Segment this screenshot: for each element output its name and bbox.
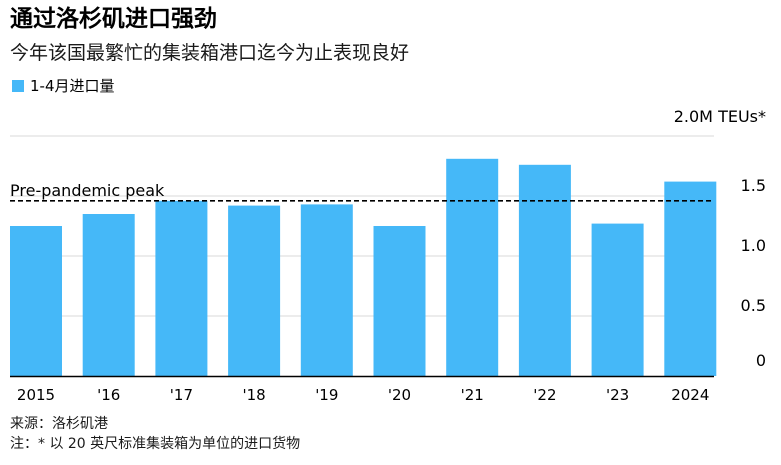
- x-tick-label: 2015: [17, 386, 55, 404]
- source-note: 来源：洛杉矶港: [10, 416, 108, 432]
- bar: [82, 214, 135, 376]
- y-tick-label: 1.5: [741, 176, 766, 195]
- bar: [228, 205, 281, 376]
- x-tick-label: '21: [461, 386, 484, 404]
- bar: [664, 181, 717, 376]
- footnote: 注：* 以 20 英尺标准集装箱为单位的进口货物: [10, 436, 301, 452]
- x-tick-label: '16: [97, 386, 120, 404]
- x-tick-label: '17: [170, 386, 193, 404]
- y-tick-label: 2.0M TEUs*: [674, 107, 766, 126]
- chart-subtitle: 今年该国最繁忙的集装箱港口迄今为止表现良好: [10, 42, 410, 64]
- reference-line-label: Pre-pandemic peak: [10, 181, 165, 200]
- x-tick-label: '18: [242, 386, 265, 404]
- legend: 1-4月进口量: [12, 76, 115, 96]
- bar: [446, 158, 499, 376]
- legend-swatch: [12, 80, 24, 92]
- x-tick-label: 2024: [671, 386, 709, 404]
- x-tick-label: '19: [315, 386, 338, 404]
- x-tick-label: '22: [533, 386, 556, 404]
- bar: [155, 200, 208, 376]
- bar: [373, 226, 426, 376]
- y-tick-label: 0: [756, 351, 766, 370]
- y-tick-label: 1.0: [741, 236, 766, 255]
- reference-layer: Pre-pandemic peak: [10, 181, 714, 202]
- bar: [518, 164, 571, 376]
- y-tick-label: 0.5: [741, 296, 766, 315]
- bar: [10, 226, 62, 376]
- x-tick-label: '23: [606, 386, 629, 404]
- footer: 来源：洛杉矶港 注：* 以 20 英尺标准集装箱为单位的进口货物: [10, 414, 300, 454]
- x-tick-label: '20: [388, 386, 411, 404]
- bar: [591, 223, 644, 376]
- legend-label: 1-4月进口量: [30, 77, 115, 95]
- axis-layer: 2.0M TEUs* 1.5 1.0 0.5 0 2015 '16 '17 '18 '19 '20 '…: [10, 107, 766, 404]
- bar: [300, 204, 353, 376]
- chart-title: 通过洛杉矶进口强劲: [10, 6, 217, 32]
- bars-layer: [10, 158, 717, 376]
